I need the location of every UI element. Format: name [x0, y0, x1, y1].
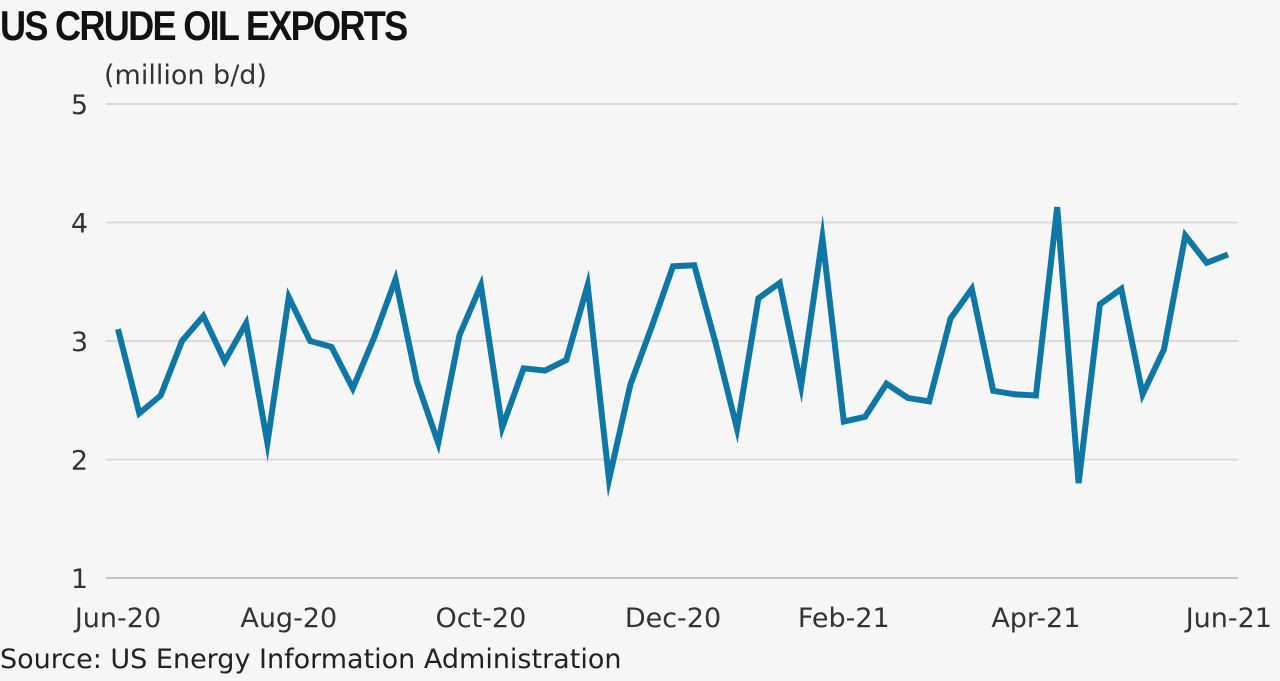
series-layer: [115, 206, 1230, 498]
gridlines: [106, 103, 1238, 579]
y-tick-label: 3: [71, 327, 88, 358]
x-axis-ticks: Jun-20 Aug-20 Oct-20 Dec-20 Feb-21 Apr-21 Jun-…: [73, 603, 1272, 634]
x-tick-label: Oct-20: [435, 603, 526, 634]
y-tick-label: 2: [71, 446, 88, 477]
x-tick-label: Dec-20: [625, 603, 721, 634]
y-axis-ticks: 1 2 3 4 5: [71, 90, 88, 595]
y-tick-label: 1: [71, 564, 88, 595]
y-axis-unit-label: (million b/d): [104, 60, 267, 91]
series-line-exports: [115, 206, 1230, 498]
x-tick-label: Feb-21: [798, 603, 890, 634]
x-tick-label: Jun-21: [1184, 603, 1272, 634]
x-tick-label: Aug-20: [240, 603, 337, 634]
y-tick-label: 5: [71, 90, 88, 121]
x-tick-label: Jun-20: [73, 603, 161, 634]
y-tick-label: 4: [71, 209, 88, 240]
chart-title: US CRUDE OIL EXPORTS: [0, 2, 408, 49]
x-tick-label: Apr-21: [991, 603, 1080, 634]
source-note: Source: US Energy Information Administra…: [0, 644, 622, 675]
